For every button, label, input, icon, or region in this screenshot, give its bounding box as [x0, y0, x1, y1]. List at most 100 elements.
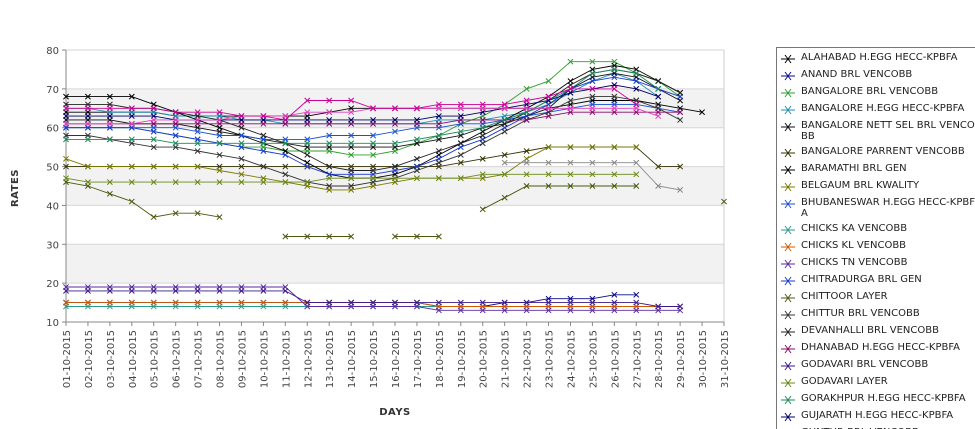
data-point — [282, 140, 289, 147]
data-point — [84, 105, 91, 112]
data-point — [413, 167, 420, 174]
data-point — [545, 183, 552, 189]
data-point — [194, 140, 201, 147]
data-point — [392, 233, 398, 240]
legend-item: CHICKS KL VENCOBB — [777, 240, 975, 253]
data-point — [128, 136, 135, 143]
line-chart: 10 20 30 40 50 60 70 80 01-10-2015 02-10-2015 03-… — [10, 46, 731, 418]
legend-label: GUNTUR BRL VENCOBB — [795, 427, 919, 429]
data-point — [172, 163, 179, 170]
x-tick-label: 26-10-2015 — [610, 330, 621, 388]
legend-marker-icon — [781, 412, 795, 422]
data-point — [435, 159, 442, 166]
data-point — [304, 116, 311, 123]
data-point — [699, 109, 706, 116]
data-point — [611, 299, 618, 306]
legend-label: GORAKHPUR H.EGG HECC-KPBFA — [801, 393, 966, 404]
series — [63, 287, 684, 310]
data-point — [523, 116, 530, 123]
legend-marker-icon — [781, 199, 795, 209]
y-tick-label: 60 — [46, 124, 59, 135]
data-point — [326, 109, 333, 116]
data-point — [216, 109, 223, 116]
series-line — [66, 84, 659, 121]
data-point — [567, 97, 574, 104]
data-point — [435, 120, 442, 127]
data-point — [348, 167, 355, 174]
data-point — [589, 85, 596, 92]
data-point — [106, 120, 113, 127]
series — [63, 179, 727, 240]
data-point — [128, 198, 135, 205]
data-point — [304, 109, 311, 116]
data-point — [655, 113, 662, 120]
data-point — [611, 307, 618, 314]
data-point — [172, 299, 179, 306]
x-tick-label: 23-10-2015 — [545, 330, 556, 388]
legend-item: CHITTUR BRL VENCOBB — [777, 308, 975, 321]
legend-marker-icon — [781, 395, 795, 405]
data-point — [238, 299, 245, 306]
data-point — [479, 299, 486, 306]
data-point — [413, 299, 420, 306]
data-point — [677, 109, 684, 116]
data-point — [545, 299, 552, 306]
data-point — [348, 175, 355, 182]
data-point — [457, 128, 464, 135]
data-point — [282, 116, 289, 123]
data-point — [457, 113, 464, 120]
data-point — [172, 210, 179, 217]
data-point — [194, 163, 201, 170]
data-point — [326, 116, 333, 123]
data-point — [501, 151, 508, 158]
data-point — [633, 144, 640, 151]
data-point — [435, 307, 442, 314]
series-layer — [63, 58, 727, 314]
legend-label: BHUBANESWAR H.EGG HECC-KPBFA — [801, 197, 975, 219]
data-point — [282, 151, 289, 158]
data-point — [326, 132, 333, 139]
legend-item: CHITRADURGA BRL GEN — [777, 274, 975, 287]
x-tick-label: 29-10-2015 — [676, 330, 687, 388]
data-point — [633, 171, 640, 178]
data-point — [611, 291, 618, 298]
data-point — [172, 179, 179, 186]
x-tick-label: 17-10-2015 — [413, 330, 424, 388]
data-point — [589, 58, 596, 65]
data-point — [216, 132, 223, 139]
data-point — [611, 105, 618, 112]
data-point — [282, 163, 289, 170]
data-point — [392, 299, 398, 306]
x-tick-label: 02-10-2015 — [84, 330, 95, 388]
data-point — [523, 159, 530, 166]
data-point — [479, 116, 486, 123]
data-point — [567, 85, 574, 92]
data-point — [304, 233, 311, 240]
series — [63, 105, 662, 127]
legend-item: BANGALORE PARRENT VENCOBB — [777, 146, 975, 159]
data-point — [677, 89, 684, 96]
legend-marker-icon — [781, 310, 795, 320]
data-point — [304, 140, 311, 147]
data-point — [260, 163, 267, 170]
y-tick-label: 20 — [46, 279, 59, 290]
data-point — [128, 179, 135, 186]
data-point — [479, 124, 486, 131]
legend-label: BANGALORE H.EGG HECC-KPBFA — [801, 103, 965, 114]
data-point — [589, 299, 596, 306]
legend-marker-icon — [781, 122, 795, 132]
legend-label: CHICKS KL VENCOBB — [801, 240, 907, 251]
data-point — [150, 136, 157, 143]
y-tick-label: 30 — [46, 240, 59, 251]
data-point — [501, 128, 508, 135]
data-point — [589, 307, 596, 314]
data-point — [413, 105, 420, 112]
legend-item: GODAVARI BRL VENCOBB — [777, 359, 975, 372]
data-point — [633, 78, 640, 85]
data-point — [326, 163, 333, 170]
data-point — [216, 116, 223, 123]
data-point — [238, 287, 245, 294]
data-point — [457, 140, 464, 147]
y-tick-label: 40 — [46, 201, 59, 212]
legend-item: BARAMATHI BRL GEN — [777, 163, 975, 176]
